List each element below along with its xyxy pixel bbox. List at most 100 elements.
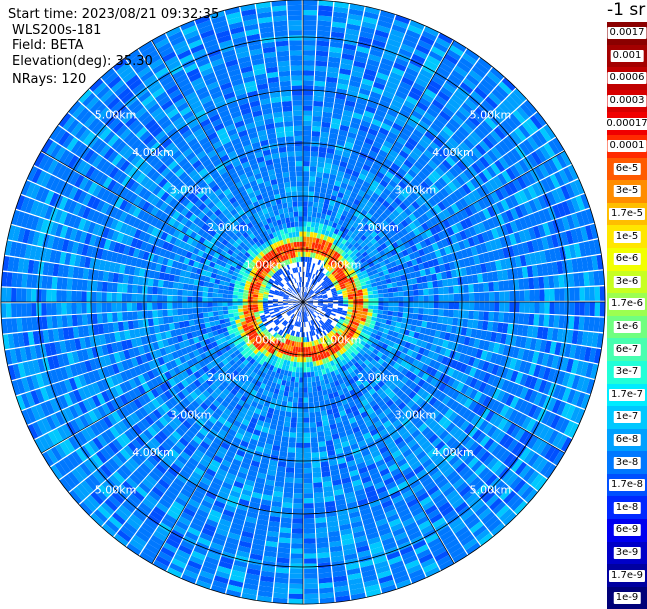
ppi-cell: [288, 392, 293, 398]
ppi-cell: [293, 362, 297, 367]
ppi-cell: [288, 371, 292, 377]
ppi-cell: [404, 297, 409, 302]
ppi-cell: [296, 362, 299, 367]
ppi-cell: [307, 217, 311, 222]
ppi-cell: [315, 507, 325, 513]
ppi-cell: [303, 206, 308, 211]
ppi-cell: [399, 302, 404, 307]
ppi-cell: [384, 302, 389, 306]
ppi-cell: [554, 289, 559, 301]
ppi-cell: [311, 151, 319, 157]
ppi-cell: [528, 314, 534, 325]
ppi-cell: [318, 203, 324, 209]
ppi-cell: [427, 315, 433, 322]
ppi-cell: [291, 548, 303, 553]
ppi-cell: [529, 290, 534, 301]
ppi-cell: [462, 319, 468, 328]
ppi-cell: [298, 403, 303, 408]
ppi-cell: [313, 202, 318, 208]
ppi-cell: [463, 285, 469, 293]
ppi-cell: [394, 302, 399, 307]
ppi-cell: [304, 488, 313, 493]
ppi-cell: [277, 558, 290, 564]
ppi-cell: [315, 517, 326, 523]
ppi-cell: [294, 483, 303, 488]
ppi-cell: [539, 302, 544, 314]
ppi-cell: [281, 517, 292, 523]
ppi-cell: [397, 281, 403, 287]
ppi-cell: [377, 314, 383, 319]
ppi-cell: [314, 371, 318, 377]
ppi-cell: [383, 289, 389, 294]
ppi-cell: [549, 302, 554, 314]
ppi-cell: [307, 222, 311, 227]
ppi-cell: [484, 302, 489, 311]
ppi-cell: [317, 431, 324, 437]
ppi-cell: [303, 136, 311, 141]
ppi-cell: [388, 293, 393, 298]
ppi-cell: [287, 402, 293, 408]
ppi-cell: [418, 308, 424, 314]
ppi-cell: [303, 342, 305, 347]
ppi-cell: [303, 96, 313, 101]
ppi-cell: [275, 573, 289, 579]
ppi-cell: [304, 548, 316, 553]
ppi-cell: [534, 290, 539, 301]
ppi-cell: [303, 25, 316, 30]
ppi-cell: [303, 372, 307, 377]
ppi-cell: [303, 357, 306, 362]
ppi-cell: [565, 288, 570, 301]
ppi-cell: [313, 482, 322, 488]
ppi-cell: [279, 451, 287, 457]
ppi-cell: [315, 222, 320, 228]
ppi-cell: [304, 498, 314, 503]
ppi-cell: [284, 421, 291, 427]
ppi-cell: [303, 70, 314, 75]
ppi-cell: [290, 422, 296, 428]
ppi-cell: [282, 431, 289, 437]
ppi-cell: [304, 418, 310, 423]
ppi-cell: [348, 302, 353, 304]
ppi-cell: [523, 314, 529, 325]
ppi-cell: [443, 309, 449, 316]
ppi-cell: [358, 302, 363, 305]
ppi-cell: [286, 381, 291, 387]
ppi-cell: [292, 518, 303, 523]
ppi-cell: [306, 237, 309, 242]
ppi-cell: [383, 306, 388, 310]
ppi-cell: [316, 56, 328, 62]
ppi-cell: [291, 538, 303, 543]
ppi-cell: [283, 396, 289, 402]
ppi-cell: [298, 398, 303, 403]
ppi-cell: [305, 267, 307, 272]
ppi-cell: [473, 311, 479, 320]
ppi-cell: [310, 171, 317, 177]
ppi-cell: [412, 284, 418, 290]
ppi-cell: [303, 216, 307, 221]
ppi-cell: [303, 196, 308, 201]
ppi-cell: [559, 315, 565, 328]
ppi-cell: [289, 437, 296, 443]
ppi-cell: [368, 291, 374, 295]
ppi-cell: [549, 315, 555, 327]
ppi-cell: [373, 290, 379, 294]
ppi-cell: [454, 302, 459, 310]
ppi-cell: [373, 298, 378, 302]
ppi-cell: [383, 310, 389, 315]
ppi-cell: [282, 436, 289, 442]
ppi-cell: [367, 287, 373, 291]
ppi-cell: [433, 288, 439, 295]
ppi-cell: [304, 518, 315, 523]
ppi-cell: [389, 302, 394, 306]
ppi-cell: [289, 579, 303, 584]
ppi-cell: [303, 15, 317, 20]
ppi-cell: [303, 126, 312, 131]
ppi-cell: [307, 227, 311, 232]
ppi-cell: [289, 599, 304, 604]
ppi-cell: [304, 453, 312, 458]
ppi-cell: [297, 413, 303, 418]
ppi-cell: [464, 302, 469, 310]
ppi-cell: [308, 382, 312, 387]
ppi-cell: [478, 311, 484, 320]
ppi-cell: [489, 302, 494, 311]
